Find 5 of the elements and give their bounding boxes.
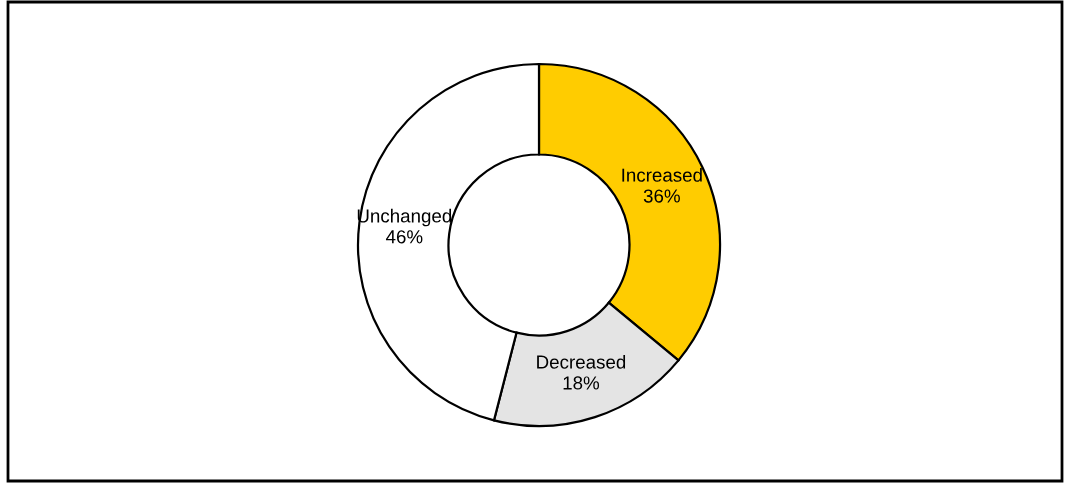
- data-label: 18%: [563, 376, 600, 390]
- data-label: 46%: [385, 230, 423, 244]
- slice-label: Increased: [622, 168, 702, 182]
- data-label: 36%: [643, 189, 680, 203]
- slice-label: Decreased: [537, 354, 626, 369]
